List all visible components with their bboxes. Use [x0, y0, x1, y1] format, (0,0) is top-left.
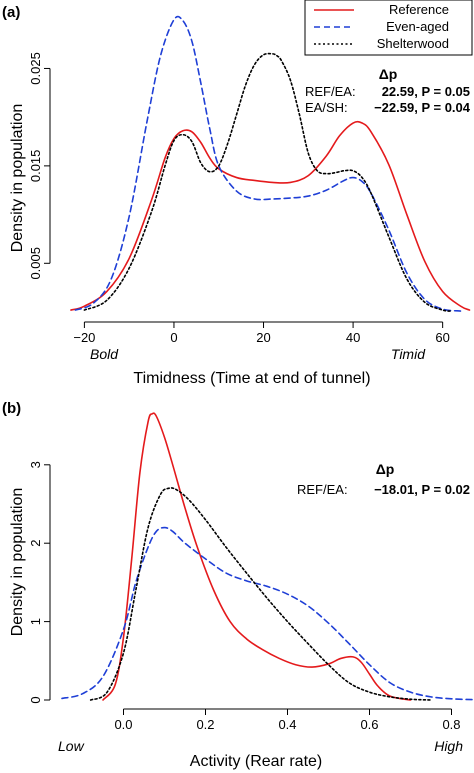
panel-a-x-tick-label: 20: [256, 330, 270, 345]
panel-a-x-tick-label: 60: [435, 330, 449, 345]
panel-b-series-even-aged: [61, 526, 473, 701]
panel-b-x-anchor-left: Low: [58, 738, 85, 754]
panel-a-stat-label-2: EA/SH:: [305, 100, 348, 115]
panel-b-series-reference: [102, 412, 412, 701]
legend: Reference Even-aged Shelterwood: [304, 0, 473, 56]
panel-b-plot: [61, 412, 473, 701]
panel-b-x-tick-label: 0.0: [114, 717, 132, 732]
panel-a-y-tick-label: 0.025: [28, 52, 43, 85]
panel-b-y-tick-label: 0: [28, 696, 43, 703]
panel-b-stats-header: Δp: [376, 461, 395, 477]
panel-b-stat-label-1: REF/EA:: [297, 482, 348, 497]
panel-b-x-tick-label: 0.6: [360, 717, 378, 732]
panel-b: (b) Density in population Activity (Rear…: [2, 400, 470, 770]
panel-b-x-tick-label: 0.8: [442, 717, 460, 732]
panel-b-x-tick-label: 0.4: [278, 717, 296, 732]
panel-b-stat-value-1: −18.01, P = 0.02: [374, 482, 470, 497]
panel-a-series-reference: [70, 120, 471, 311]
panel-a-stat-value-1: 22.59, P = 0.05: [382, 84, 470, 99]
panel-a-stats-header: Δp: [379, 66, 398, 82]
panel-a-x-tick-label: −20: [73, 330, 95, 345]
panel-a-x-axis-title: Timidness (Time at end of tunnel): [133, 370, 370, 387]
panel-b-label: (b): [2, 400, 21, 417]
panel-a-label: (a): [2, 4, 20, 21]
panel-b-axes: 0.0 0.2 0.4 0.6 0.8 0 1 2 3: [28, 461, 461, 732]
panel-b-series-shelterwood: [89, 487, 432, 701]
legend-box: [304, 0, 473, 56]
panel-b-x-axis-title: Activity (Rear rate): [190, 753, 322, 770]
panel-a-stat-label-1: REF/EA:: [305, 84, 356, 99]
legend-label-shelterwood: Shelterwood: [377, 36, 449, 51]
panel-a-series-even-aged: [74, 15, 462, 312]
panel-a-x-anchor-left: Bold: [90, 346, 119, 362]
panel-a-y-axis-title: Density in population: [9, 104, 26, 253]
panel-b-y-tick-label: 1: [28, 618, 43, 625]
panel-a-y-tick-label: 0.005: [28, 247, 43, 280]
panel-b-x-anchor-right: High: [434, 738, 463, 754]
panel-a-axes: −20 0 20 40 60 0.005 0.015 0.025: [28, 52, 450, 345]
legend-label-reference: Reference: [389, 2, 449, 17]
panel-a-x-tick-label: 40: [346, 330, 360, 345]
panel-b-y-axis-title: Density in population: [9, 488, 26, 637]
panel-b-x-tick-label: 0.2: [196, 717, 214, 732]
panel-a-x-tick-label: 0: [170, 330, 177, 345]
panel-a-y-tick-label: 0.015: [28, 150, 43, 183]
panel-b-y-tick-label: 2: [28, 540, 43, 547]
panel-a-plot: [70, 15, 471, 312]
panel-a: (a) Density in population Timidness (Tim…: [2, 4, 471, 387]
panel-b-y-tick-label: 3: [28, 461, 43, 468]
legend-label-even-aged: Even-aged: [386, 19, 449, 34]
panel-a-stat-value-2: −22.59, P = 0.04: [374, 100, 471, 115]
panel-a-series-shelterwood: [83, 52, 453, 312]
panel-a-x-anchor-right: Timid: [391, 346, 426, 362]
